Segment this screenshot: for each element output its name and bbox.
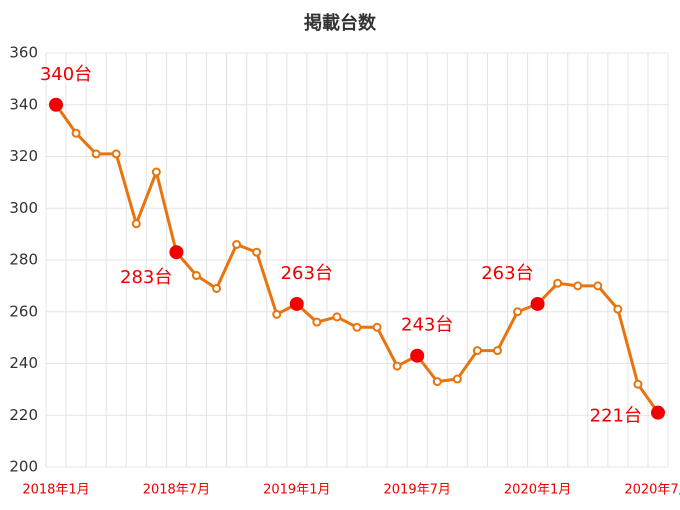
x-tick-label: 2019年1月	[263, 483, 330, 498]
point	[410, 348, 425, 363]
point	[71, 128, 81, 138]
point	[513, 307, 523, 317]
point	[49, 97, 63, 112]
y-tick-label: 300	[9, 199, 38, 217]
x-tick-label: 2018年1月	[22, 483, 89, 498]
point	[472, 346, 482, 356]
y-tick-label: 360	[9, 44, 38, 62]
y-tick-label: 340	[9, 95, 38, 113]
point	[111, 149, 121, 159]
point	[169, 245, 184, 260]
point	[432, 377, 442, 387]
point	[212, 283, 222, 293]
point	[573, 281, 583, 291]
data-label: 263台	[281, 263, 333, 284]
point	[91, 149, 101, 159]
data-label: 221台	[590, 406, 642, 427]
point	[131, 219, 141, 229]
chart-title: 掲載台数	[304, 12, 377, 34]
data-label: 243台	[401, 315, 453, 336]
x-tick-label: 2019年7月	[384, 483, 451, 498]
data-label: 263台	[481, 263, 533, 284]
y-tick-label: 280	[9, 251, 38, 269]
x-tick-label: 2020年7月	[624, 483, 680, 498]
x-tick-label: 2018年7月	[143, 483, 210, 498]
point	[593, 281, 603, 291]
point	[553, 278, 563, 288]
point	[252, 247, 262, 257]
point	[332, 312, 342, 322]
point	[452, 374, 462, 384]
y-tick-label: 260	[9, 302, 38, 320]
y-tick-label: 200	[9, 458, 38, 476]
point	[232, 239, 242, 249]
point	[289, 296, 304, 311]
point	[352, 322, 362, 332]
point	[151, 167, 161, 177]
point	[613, 304, 623, 314]
point	[633, 379, 643, 389]
point	[492, 346, 502, 356]
point	[392, 361, 402, 371]
point	[312, 317, 322, 327]
y-tick-label: 240	[9, 354, 38, 372]
y-tick-label: 320	[9, 147, 38, 165]
data-label: 283台	[120, 267, 172, 288]
point	[530, 296, 545, 311]
point	[272, 309, 282, 319]
x-tick-label: 2020年1月	[504, 483, 571, 498]
data-label: 340台	[40, 64, 92, 85]
point	[191, 271, 201, 281]
y-tick-label: 220	[9, 406, 38, 424]
point	[651, 405, 665, 420]
point	[372, 322, 382, 332]
